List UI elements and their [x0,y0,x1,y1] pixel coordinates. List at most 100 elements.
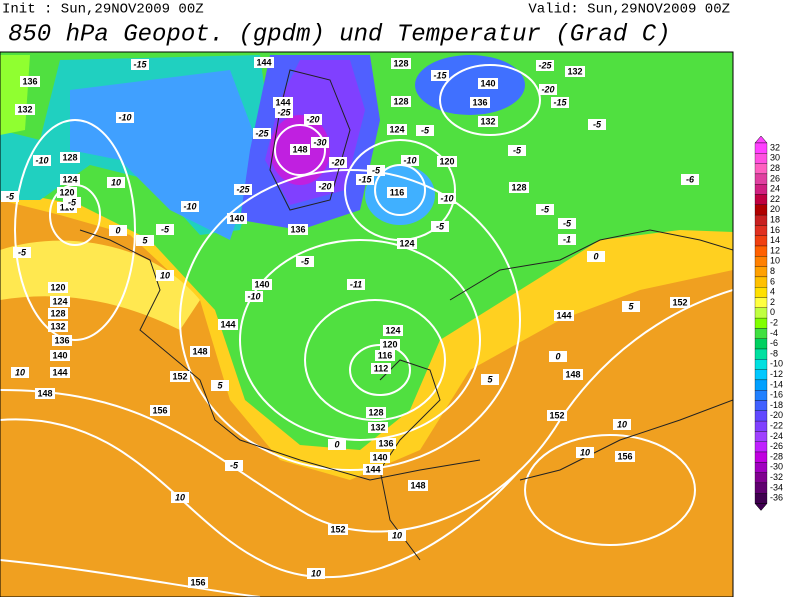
label-box [15,104,35,115]
label-box [20,76,40,87]
legend-label: -24 [770,431,783,441]
label-box [170,371,190,382]
temperature-label: -5 [301,256,310,266]
geopotential-label: 132 [567,66,582,76]
label-box [551,97,569,108]
label-box [48,282,68,293]
legend-label: -10 [770,359,783,369]
legend-swatch [754,317,768,329]
temperature-label: -5 [541,204,550,214]
label-box [375,350,395,361]
label-box [588,119,606,130]
temperature-label: 10 [15,367,25,377]
label-box [11,367,29,378]
geopotential-label: 148 [292,144,307,154]
geopotential-label: 128 [393,96,408,106]
label-box [171,492,189,503]
geopotential-label: 140 [480,78,495,88]
temperature-label: 10 [311,568,321,578]
label-box [316,181,334,192]
legend-swatch [754,276,768,288]
temperature-label: -15 [358,174,372,184]
legend-swatch [754,194,768,205]
temperature-label: -30 [313,137,326,147]
legend-label: 12 [770,245,780,255]
label-box [245,291,263,302]
geopotential-label: 136 [472,97,487,107]
contour [0,418,521,579]
contours [0,64,733,597]
temperature-label: 0 [555,351,560,361]
temperature-label: -6 [686,174,695,184]
temperature-label: 10 [617,419,627,429]
label-box [547,410,567,421]
contour-labels: 1361321281241201161201241281321361401441… [1,57,699,588]
temperature-label: -10 [183,201,196,211]
legend-label: 8 [770,266,775,276]
temperature-label: -25 [277,107,291,117]
isotherm [79,229,481,481]
legend-swatch [754,184,768,195]
label-box [366,407,386,418]
geopotential-label: 140 [372,452,387,462]
geopotential-label: 152 [172,371,187,381]
temperature-label: -15 [433,70,447,80]
label-box [368,422,388,433]
legend-swatch [754,142,768,154]
label-box [587,251,605,262]
legend-label: -32 [770,472,783,482]
legend-label: 4 [770,287,775,297]
legend-swatch [754,390,768,401]
geopotential-label: 128 [368,407,383,417]
legend-swatch [754,163,768,175]
label-box [288,224,308,235]
geopotential-label: 136 [54,335,69,345]
label-box [565,66,585,77]
contour [0,559,261,597]
geopotential-label: 120 [59,187,74,197]
map-title: 850 hPa Geopot. (gpdm) und Temperatur (G… [8,21,671,48]
label-box [50,350,70,361]
geopotential-label: 132 [480,116,495,126]
label-box [273,97,293,108]
legend-swatch [754,379,768,391]
geopotential-label: 136 [290,224,305,234]
legend-swatch [754,420,768,432]
legend-arrow [754,503,768,511]
legend-label: 6 [770,276,775,286]
legend-swatch [754,266,768,278]
temperature-label: -15 [553,97,567,107]
legend-swatch [754,431,768,442]
label-box [416,125,434,136]
legend-label: -2 [770,317,778,327]
label-box [431,70,449,81]
temperature-label: 5 [142,235,148,245]
label-box [387,124,407,135]
geopotential-label: 124 [389,124,404,134]
legend-swatch [754,369,768,381]
label-box [304,114,322,125]
geopotential-label: 148 [37,388,52,398]
temperature-label: -5 [421,125,430,135]
label-box [181,201,199,212]
legend-swatch [754,410,768,422]
legend-label: 16 [770,225,780,235]
legend-label: -34 [770,482,783,492]
legend-swatch [754,441,768,453]
label-box [190,346,210,357]
legend-label: 24 [770,184,780,194]
label-box [356,174,374,185]
legend-swatch [754,153,768,164]
label-box [509,182,529,193]
temperature-label: -5 [513,145,522,155]
label-box [401,155,419,166]
geopotential-label: 128 [511,182,526,192]
legend-swatch [754,400,768,411]
label-box [131,59,149,70]
label-box [116,112,134,123]
geopotential-label: 128 [50,308,65,318]
temperature-label: -10 [118,112,131,122]
temperature-label: -11 [350,279,362,289]
temperature-label: -10 [35,155,48,165]
label-box [563,369,583,380]
